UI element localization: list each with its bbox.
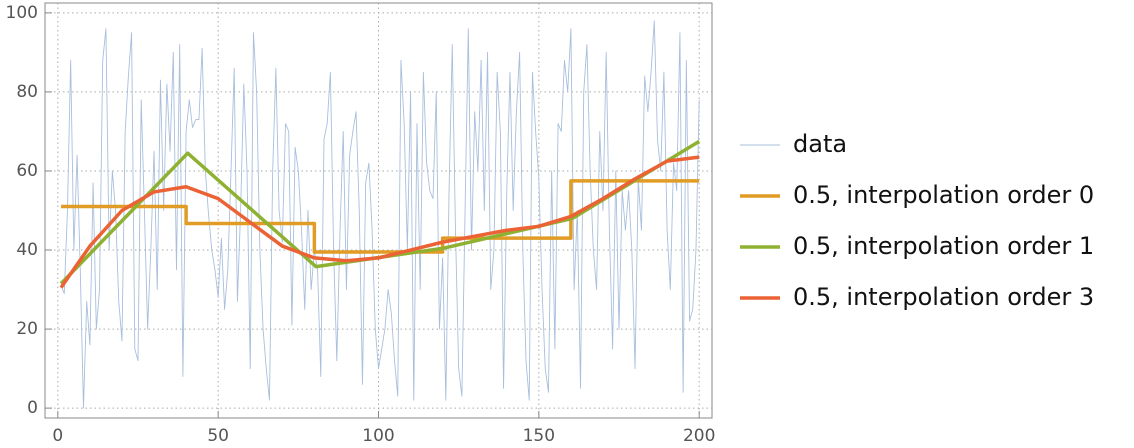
x-tick-label: 100 [362, 426, 394, 446]
y-tick-label: 100 [6, 3, 38, 23]
y-tick-label: 0 [27, 398, 38, 418]
x-tick-label: 150 [523, 426, 555, 446]
x-tick-label: 0 [52, 426, 63, 446]
legend-label: 0.5, interpolation order 1 [793, 232, 1094, 260]
legend-label: 0.5, interpolation order 3 [793, 283, 1094, 311]
y-tick-label: 40 [16, 240, 38, 260]
series-line [60, 20, 700, 409]
x-tick-label: 50 [207, 426, 229, 446]
y-tick-label: 60 [16, 161, 38, 181]
series-line [59, 155, 700, 289]
legend-label: data [793, 130, 847, 158]
x-tick-label: 200 [683, 426, 715, 446]
legend-label: 0.5, interpolation order 0 [793, 181, 1094, 209]
y-tick-label: 20 [16, 319, 38, 339]
y-tick-label: 80 [16, 82, 38, 102]
series-line [61, 179, 700, 254]
